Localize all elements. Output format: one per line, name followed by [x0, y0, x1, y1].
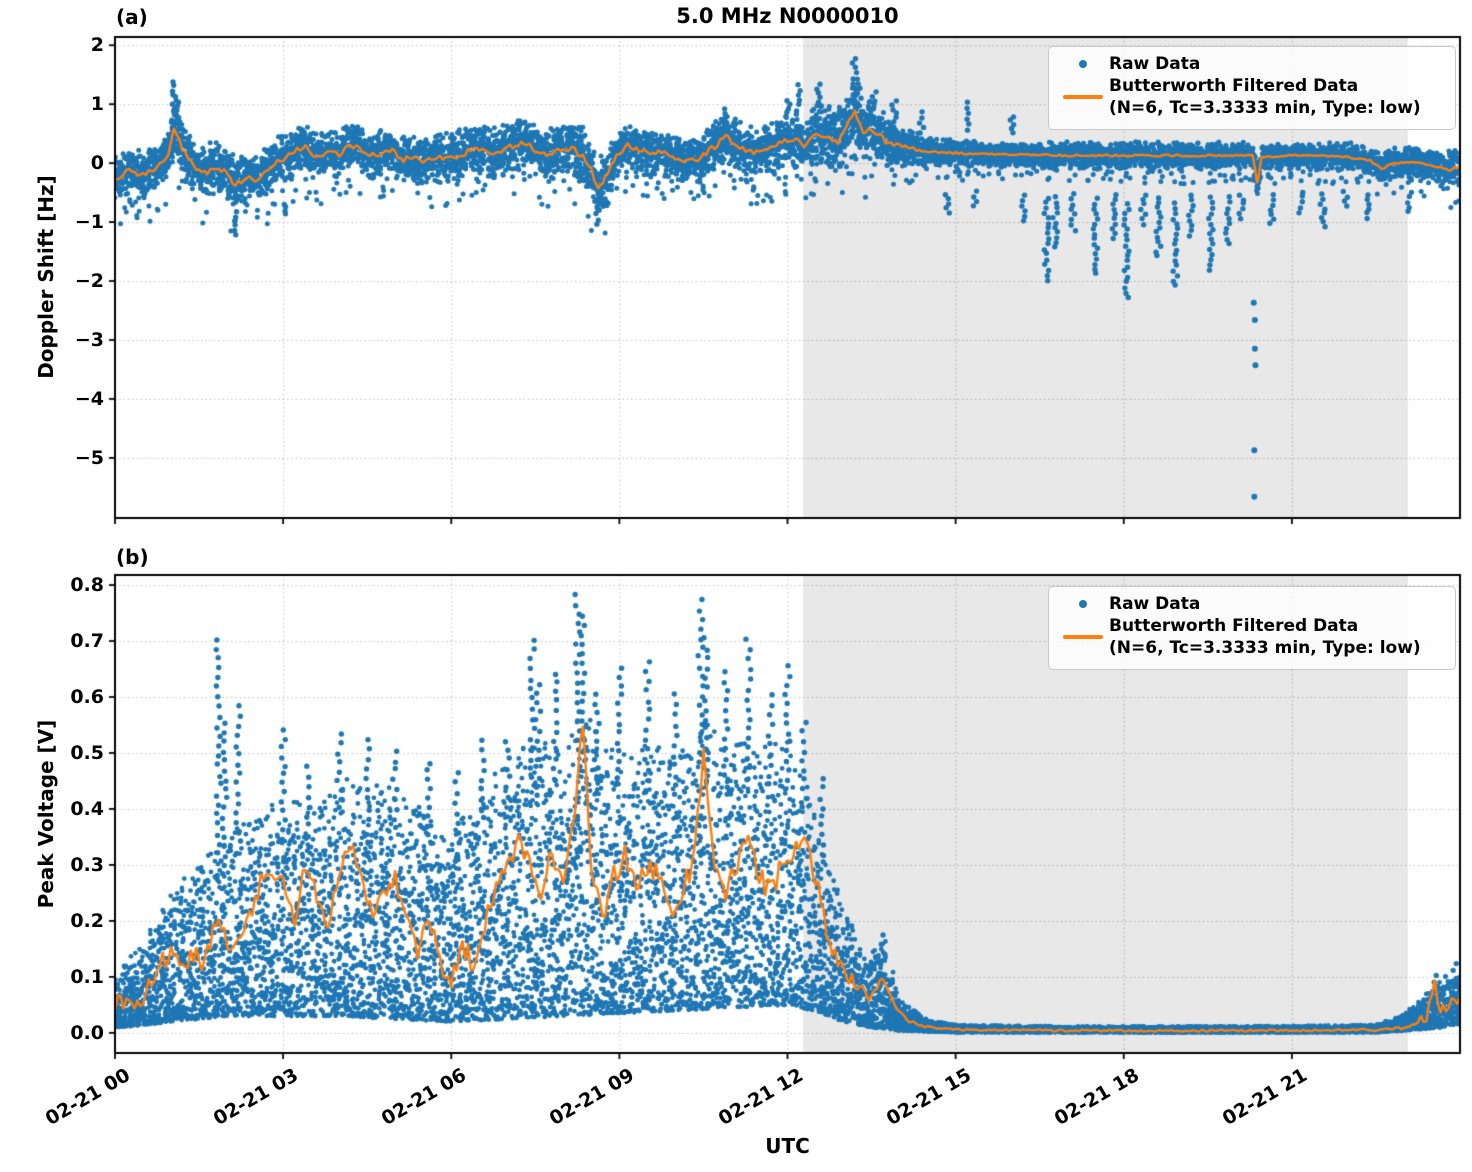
legend-raw-label: Raw Data	[1109, 54, 1201, 74]
legend-filtered-label: Butterworth Filtered Data	[1109, 616, 1359, 636]
y-tick-label: 0.8	[70, 574, 104, 597]
y-tick-label: 0.1	[70, 965, 104, 988]
y-tick-label: 2	[90, 34, 104, 57]
y-tick-label: 0.3	[70, 853, 104, 876]
y-axis-label-a: Doppler Shift [Hz]	[34, 175, 58, 379]
y-tick-label: 0.7	[70, 630, 104, 653]
y-tick-label: 0.5	[70, 741, 104, 764]
y-tick-label: 0.4	[70, 797, 104, 820]
legend-a: Raw Data Butterworth Filtered Data (N=6,…	[1048, 46, 1456, 130]
filtered-line-icon	[1063, 635, 1103, 639]
y-tick-label: −3	[74, 328, 104, 351]
y-tick-label: 0.2	[70, 909, 104, 932]
y-tick-label: 0.6	[70, 686, 104, 709]
raw-marker-icon	[1079, 600, 1087, 608]
y-tick-label: −2	[74, 270, 104, 293]
y-tick-label: 0.0	[70, 1021, 104, 1044]
y-tick-label: 1	[90, 93, 104, 116]
y-tick-label: −1	[74, 211, 104, 234]
filtered-line-icon	[1063, 95, 1103, 99]
y-tick-label: −4	[74, 387, 104, 410]
x-axis-label: UTC	[765, 1134, 810, 1158]
y-tick-label: 0	[90, 152, 104, 175]
raw-marker-icon	[1079, 60, 1087, 68]
legend-filtered-params: (N=6, Tc=3.3333 min, Type: low)	[1109, 98, 1421, 118]
legend-b: Raw Data Butterworth Filtered Data (N=6,…	[1048, 586, 1456, 670]
legend-filtered-label: Butterworth Filtered Data	[1109, 76, 1359, 96]
legend-filtered-params: (N=6, Tc=3.3333 min, Type: low)	[1109, 638, 1421, 658]
legend-raw-label: Raw Data	[1109, 594, 1201, 614]
y-tick-label: −5	[74, 446, 104, 469]
figure-title: 5.0 MHz N0000010	[676, 4, 899, 28]
panel-a-label: (a)	[116, 5, 148, 29]
panel-b-label: (b)	[116, 545, 149, 569]
y-axis-label-b: Peak Voltage [V]	[34, 719, 58, 909]
